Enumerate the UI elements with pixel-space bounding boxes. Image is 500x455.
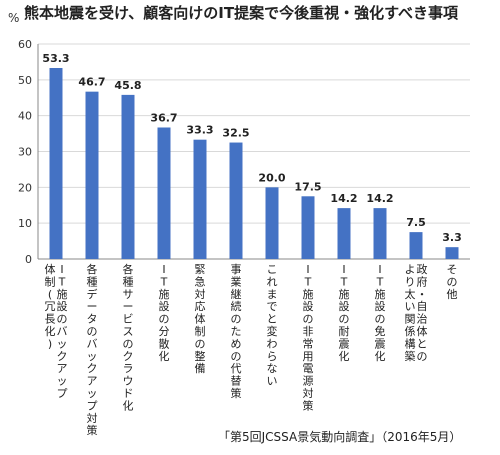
x-tick-label: I T 施設の非常用電源対策 — [303, 263, 314, 412]
chart-title: 熊本地震を受け、顧客向けのIT提案で今後重視・強化すべき事項 — [24, 4, 459, 22]
y-tick-label: 60 — [18, 38, 32, 51]
source-note: 「第5回JCSSA景気動向調査」（2016年5月） — [218, 430, 462, 444]
bar — [121, 94, 135, 259]
bar — [229, 142, 243, 259]
y-tick-label: 0 — [25, 253, 32, 266]
bar — [337, 208, 351, 259]
x-tick-label: 事業継続のための代替策 — [231, 263, 242, 400]
y-tick-label: 40 — [18, 110, 32, 123]
x-tick-label: 政府・自治体とのより太い関係構築 — [405, 262, 428, 363]
bar — [301, 196, 315, 259]
data-label: 20.0 — [258, 171, 285, 184]
y-axis-unit-label: % — [8, 11, 19, 25]
x-tick-label: 各種サービスのクラウド化 — [123, 262, 134, 412]
x-tick-label: I T 施設の分散化 — [159, 263, 170, 363]
x-tick-label: 各種データのバックアップ対策 — [87, 262, 98, 437]
bar — [157, 127, 171, 259]
x-tick-label: I T 施設の免震化 — [375, 263, 386, 363]
data-label: 33.3 — [186, 124, 213, 137]
y-tick-label: 30 — [18, 146, 32, 159]
x-tick-label: I T 施設の耐震化 — [339, 263, 350, 363]
data-label: 46.7 — [78, 76, 105, 89]
bar — [49, 68, 63, 259]
bar — [193, 139, 207, 259]
y-tick-label: 50 — [18, 74, 32, 87]
bar — [265, 187, 279, 259]
y-tick-label: 20 — [18, 181, 32, 194]
data-label: 14.2 — [366, 192, 393, 205]
y-tick-label: 10 — [18, 217, 32, 230]
data-label: 36.7 — [150, 111, 177, 124]
bar — [85, 91, 99, 260]
data-label: 14.2 — [330, 192, 357, 205]
data-label: 32.5 — [222, 127, 249, 140]
x-tick-label: 緊急対応体制の整備 — [195, 263, 206, 375]
data-label: 45.8 — [114, 79, 141, 92]
bar — [445, 247, 459, 259]
x-tick-label: これまでと変わらない — [267, 263, 278, 388]
x-tick-label: その他 — [447, 263, 458, 301]
data-label: 3.3 — [442, 231, 462, 244]
x-tick-label: I T 施設のバックアップ体制(冗長化) — [45, 262, 68, 400]
bar — [409, 232, 423, 259]
data-label: 7.5 — [406, 216, 426, 229]
data-label: 53.3 — [42, 52, 69, 65]
data-label: 17.5 — [294, 180, 321, 193]
bar — [373, 208, 387, 259]
